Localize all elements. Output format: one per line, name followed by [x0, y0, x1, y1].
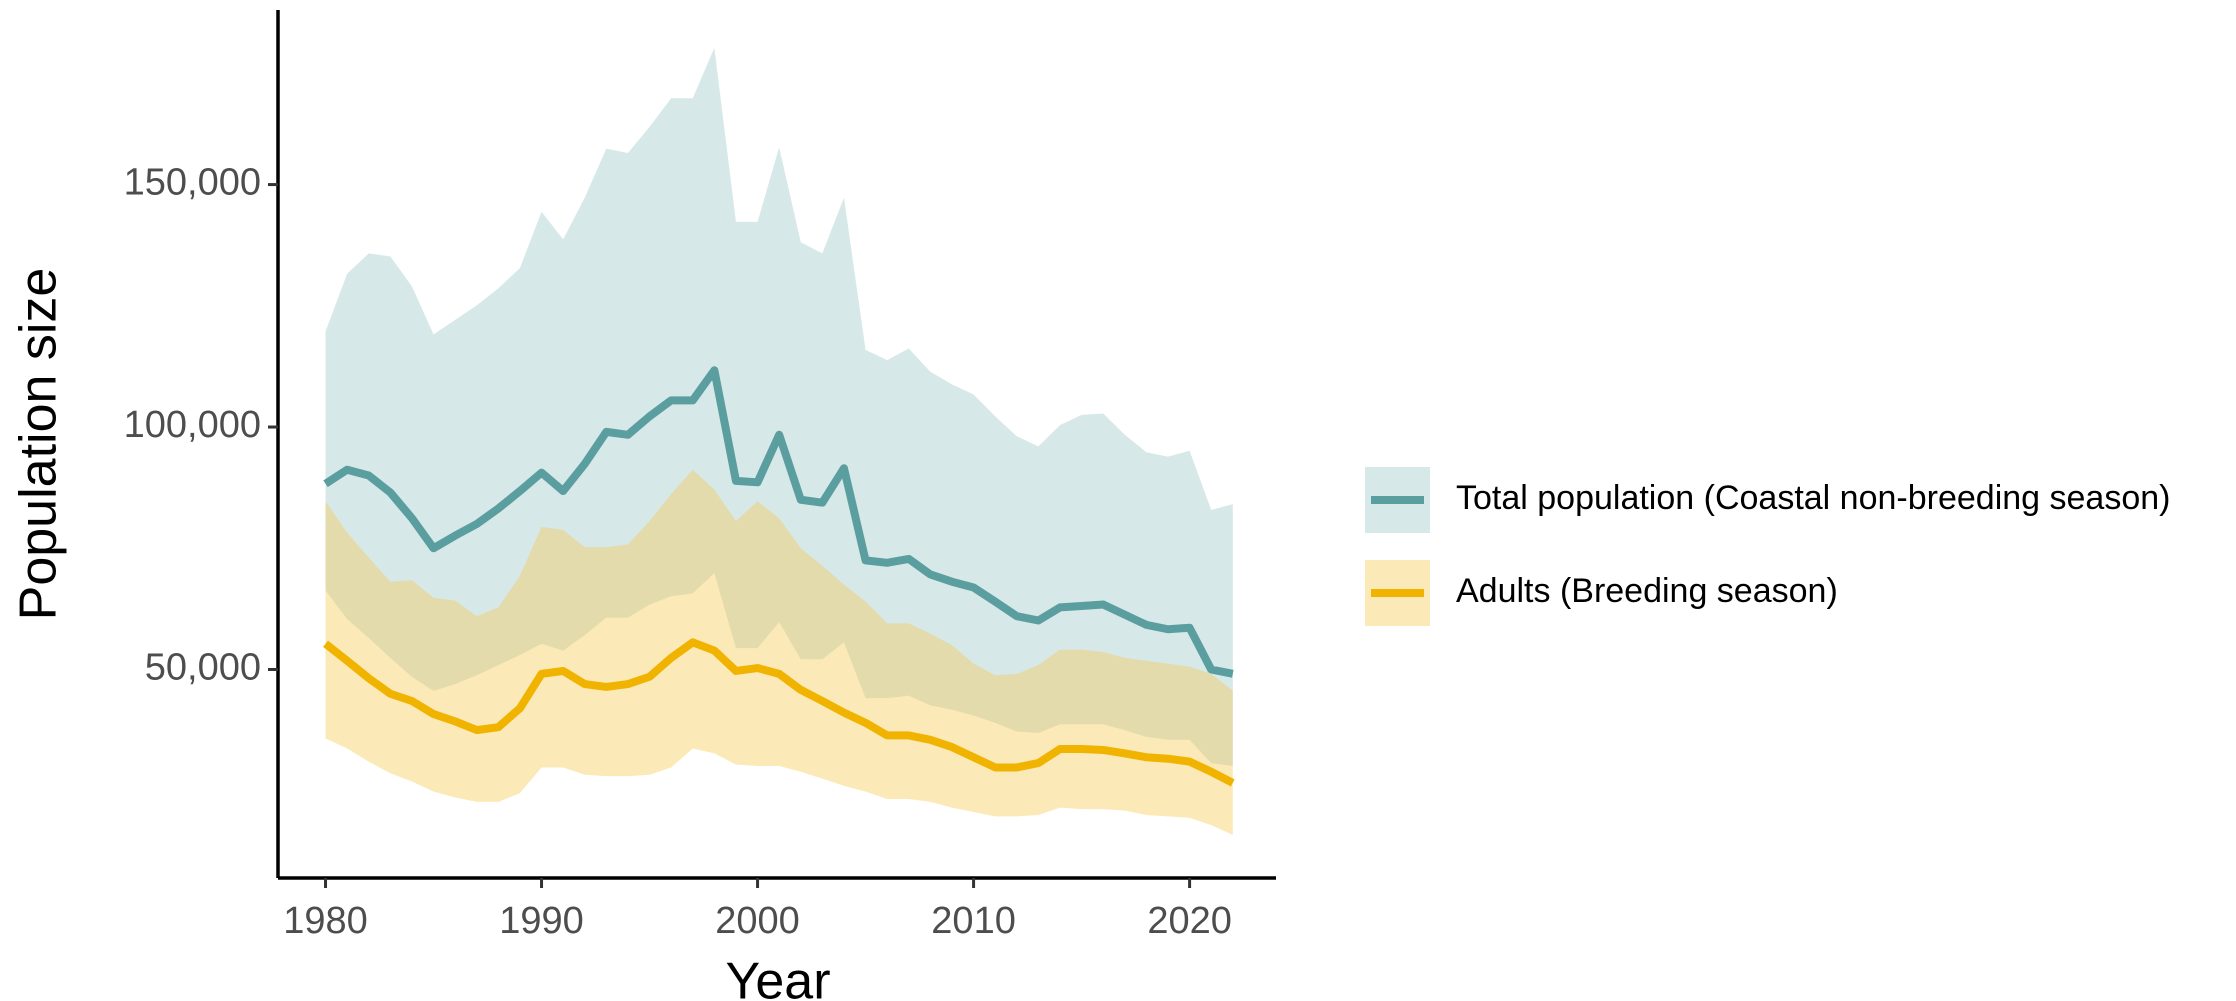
x-tick-label: 2000 [715, 900, 800, 942]
lines [323, 366, 1235, 787]
confidence-band [325, 469, 1233, 835]
y-tick-label: 50,000 [145, 647, 261, 689]
series-line [323, 366, 1234, 678]
y-axis-title: Population size [10, 268, 68, 621]
x-axis-title: Year [725, 953, 830, 1001]
x-tick-label: 1990 [499, 900, 584, 942]
y-tick-label: 100,000 [124, 404, 261, 446]
x-tick-label: 2020 [1147, 900, 1232, 942]
y-tick-label: 150,000 [124, 162, 261, 204]
x-tick-label: 2010 [931, 900, 1016, 942]
x-tick-label: 1980 [283, 900, 368, 942]
legend-label: Total population (Coastal non-breeding s… [1456, 479, 2170, 517]
confidence-band [325, 47, 1233, 766]
bands [325, 47, 1233, 835]
legend-label: Adults (Breeding season) [1456, 572, 1838, 610]
series-line [323, 638, 1235, 787]
